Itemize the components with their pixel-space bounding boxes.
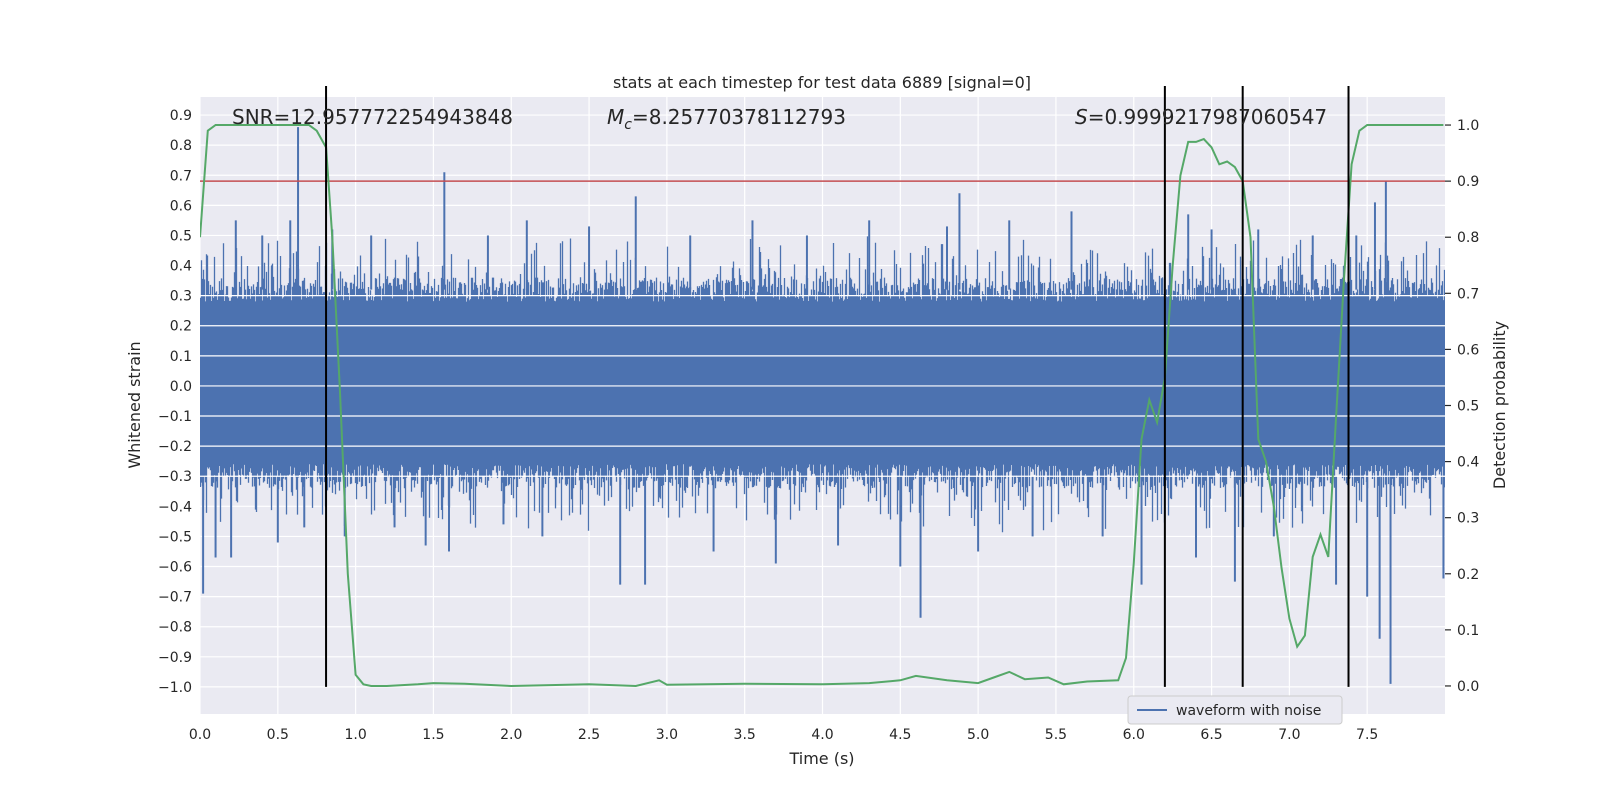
s-symbol: S [1075, 105, 1088, 129]
y-left-tick-label: 0.6 [170, 198, 192, 214]
y-left-tick-label: −0.7 [158, 590, 192, 606]
y-left-axis-ticks: 0.9 0.8 0.7 0.6 0.5 0.4 0.3 0.2 0.1 0.0 −0.1 −0.2 −0… [158, 108, 192, 696]
x-tick-label: 1.0 [344, 727, 366, 743]
y-right-axis-ticks: 1.0 0.9 0.8 0.7 0.6 0.5 0.4 0.3 0.2 0.1 0.0 [1445, 118, 1479, 695]
s-value: =0.9999217987060547 [1088, 105, 1327, 129]
x-tick-label: 1.5 [422, 727, 444, 743]
x-tick-label: 4.0 [811, 727, 833, 743]
y-right-axis-label: Detection probability [1490, 321, 1509, 489]
snr-annotation: SNR=12.957772254943848 [232, 105, 513, 129]
y-left-tick-label: −0.4 [158, 499, 192, 515]
x-tick-label: 0.5 [267, 727, 289, 743]
x-axis-ticks: 0.0 0.5 1.0 1.5 2.0 2.5 3.0 3.5 4.0 4.5 5.0 5.5 6.0 6… [189, 727, 1378, 743]
y-left-tick-label: 0.4 [170, 259, 192, 275]
x-tick-label: 3.0 [656, 727, 678, 743]
waveform-series [200, 127, 1445, 684]
y-right-tick-label: 0.5 [1457, 399, 1479, 415]
legend: waveform with noise [1127, 695, 1343, 725]
x-tick-label: 5.5 [1045, 727, 1067, 743]
y-left-tick-label: −0.9 [158, 650, 192, 666]
y-right-tick-label: 0.6 [1457, 342, 1479, 358]
y-right-tick-label: 0.2 [1457, 567, 1479, 583]
y-left-tick-label: −0.1 [158, 409, 192, 425]
x-tick-label: 0.0 [189, 727, 211, 743]
y-left-tick-label: −0.5 [158, 529, 192, 545]
y-left-axis-label: Whitened strain [125, 341, 144, 468]
chart-title: stats at each timestep for test data 688… [613, 73, 1031, 92]
y-right-tick-label: 0.7 [1457, 286, 1479, 302]
y-left-tick-label: −1.0 [158, 680, 192, 696]
y-left-tick-label: 0.0 [170, 379, 192, 395]
x-tick-label: 2.5 [578, 727, 600, 743]
chirp-mass-symbol: M [607, 105, 624, 129]
probability-line [200, 124, 1444, 688]
y-right-tick-label: 0.1 [1457, 623, 1479, 639]
y-right-tick-label: 0.4 [1457, 455, 1479, 471]
chirp-mass-annotation: Mc=8.25770378112793 [607, 105, 846, 133]
chirp-mass-value: =8.25770378112793 [632, 105, 846, 129]
legend-box [1127, 695, 1343, 725]
s-annotation: S=0.9999217987060547 [1075, 105, 1327, 129]
y-left-tick-label: −0.6 [158, 560, 192, 576]
y-right-tick-label: 0.9 [1457, 174, 1479, 190]
vertical-markers [325, 85, 1350, 687]
x-axis-label: Time (s) [788, 749, 854, 768]
y-right-tick-label: 0.3 [1457, 511, 1479, 527]
y-left-tick-label: 0.2 [170, 319, 192, 335]
chirp-mass-subscript: c [624, 117, 632, 133]
y-left-tick-label: −0.3 [158, 469, 192, 485]
y-left-tick-label: 0.5 [170, 228, 192, 244]
legend-label: waveform with noise [1176, 703, 1321, 719]
x-tick-label: 7.0 [1278, 727, 1300, 743]
x-tick-label: 7.5 [1356, 727, 1378, 743]
probability-layer [200, 124, 1444, 688]
x-tick-label: 3.5 [734, 727, 756, 743]
y-left-tick-label: 0.1 [170, 349, 192, 365]
y-left-tick-label: 0.8 [170, 138, 192, 154]
y-left-tick-label: −0.8 [158, 620, 192, 636]
y-left-tick-label: 0.3 [170, 289, 192, 305]
x-tick-label: 6.0 [1123, 727, 1145, 743]
x-tick-label: 5.0 [967, 727, 989, 743]
x-tick-label: 4.5 [889, 727, 911, 743]
y-left-tick-label: 0.9 [170, 108, 192, 124]
x-tick-label: 6.5 [1200, 727, 1222, 743]
y-left-tick-label: −0.2 [158, 439, 192, 455]
y-right-tick-label: 1.0 [1457, 118, 1479, 134]
y-right-tick-label: 0.8 [1457, 230, 1479, 246]
x-tick-label: 2.0 [500, 727, 522, 743]
y-right-tick-label: 0.0 [1457, 679, 1479, 695]
y-left-tick-label: 0.7 [170, 168, 192, 184]
